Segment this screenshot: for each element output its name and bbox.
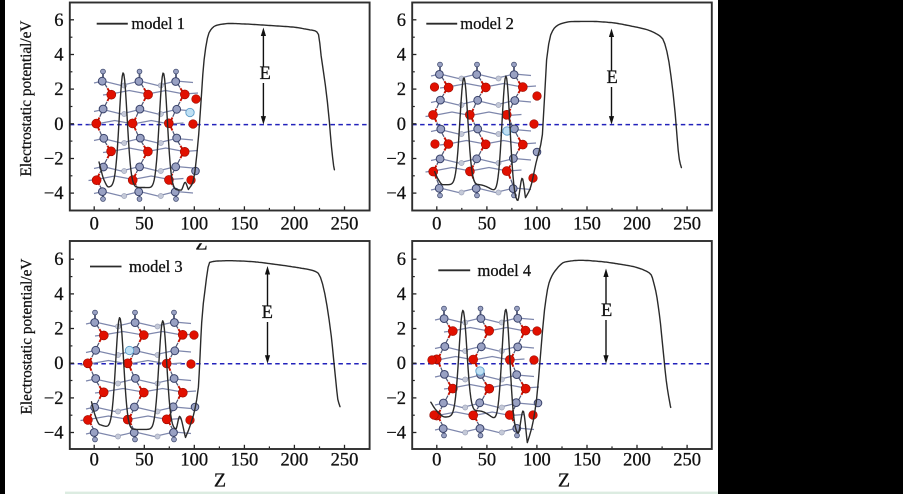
svg-text:6: 6 (54, 11, 63, 31)
svg-text:250: 250 (331, 215, 359, 235)
svg-text:200: 200 (623, 451, 651, 471)
svg-text:0: 0 (54, 115, 63, 135)
svg-text:−2: −2 (386, 389, 406, 409)
svg-text:6: 6 (397, 11, 406, 31)
svg-text:0: 0 (90, 451, 99, 471)
svg-text:Z: Z (214, 470, 226, 492)
svg-text:50: 50 (135, 215, 154, 235)
svg-text:2: 2 (397, 320, 406, 340)
svg-text:−4: −4 (386, 424, 406, 444)
svg-text:4: 4 (397, 46, 406, 66)
svg-text:model 3: model 3 (129, 257, 183, 276)
svg-text:E: E (260, 64, 271, 84)
svg-text:Z: Z (195, 233, 207, 255)
svg-text:150: 150 (231, 215, 259, 235)
svg-text:Electrostatic potential/eV: Electrostatic potential/eV (18, 259, 35, 415)
svg-text:−2: −2 (44, 389, 64, 409)
svg-text:−4: −4 (386, 184, 406, 204)
svg-text:6: 6 (54, 250, 63, 270)
svg-text:200: 200 (623, 215, 651, 235)
svg-text:0: 0 (432, 215, 441, 235)
svg-text:150: 150 (231, 451, 259, 471)
svg-text:100: 100 (180, 215, 208, 235)
svg-text:0: 0 (397, 115, 406, 135)
svg-text:0: 0 (54, 354, 63, 374)
svg-text:−2: −2 (44, 150, 64, 170)
svg-text:0: 0 (90, 215, 99, 235)
svg-text:−4: −4 (44, 424, 64, 444)
svg-text:6: 6 (397, 250, 406, 270)
svg-text:−2: −2 (386, 150, 406, 170)
svg-text:Z: Z (558, 470, 570, 492)
svg-text:E: E (262, 303, 273, 323)
svg-text:250: 250 (331, 451, 359, 471)
svg-text:50: 50 (478, 451, 497, 471)
svg-text:0: 0 (397, 354, 406, 374)
svg-text:250: 250 (673, 215, 701, 235)
svg-text:250: 250 (673, 451, 701, 471)
svg-text:2: 2 (397, 80, 406, 100)
svg-text:50: 50 (478, 215, 497, 235)
svg-text:100: 100 (180, 451, 208, 471)
svg-text:model 4: model 4 (478, 261, 532, 280)
svg-text:−4: −4 (44, 184, 64, 204)
svg-text:150: 150 (573, 451, 601, 471)
svg-text:150: 150 (573, 215, 601, 235)
svg-text:200: 200 (281, 215, 309, 235)
svg-text:2: 2 (54, 320, 63, 340)
svg-text:model 1: model 1 (131, 14, 185, 33)
svg-text:E: E (607, 68, 618, 88)
svg-text:E: E (601, 301, 612, 321)
svg-text:2: 2 (54, 80, 63, 100)
svg-text:50: 50 (135, 451, 154, 471)
svg-text:Electrostatic potential/eV: Electrostatic potential/eV (18, 21, 35, 177)
svg-text:4: 4 (397, 285, 406, 305)
svg-text:4: 4 (54, 46, 63, 66)
svg-text:0: 0 (432, 451, 441, 471)
svg-text:100: 100 (523, 215, 551, 235)
svg-text:model 2: model 2 (460, 14, 514, 33)
svg-text:100: 100 (523, 451, 551, 471)
svg-text:4: 4 (54, 285, 63, 305)
svg-text:200: 200 (281, 451, 309, 471)
